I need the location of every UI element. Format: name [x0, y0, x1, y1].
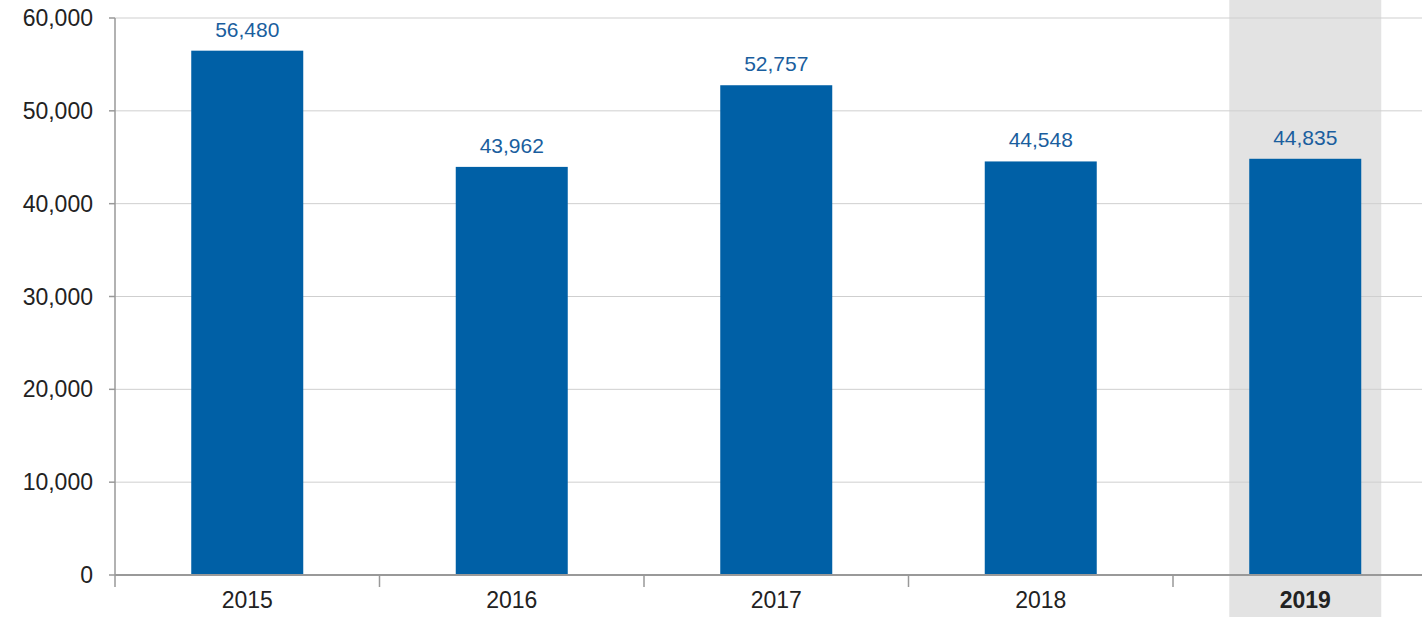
y-axis — [114, 18, 116, 575]
x-tick — [1172, 575, 1174, 587]
bars — [191, 51, 1361, 575]
x-tick-label: 2019 — [1280, 587, 1331, 613]
data-label: 52,757 — [744, 52, 808, 75]
x-tick — [908, 575, 910, 587]
bar — [456, 167, 568, 575]
x-tick-label: 2016 — [486, 587, 537, 613]
y-tick-label: 30,000 — [23, 284, 93, 310]
y-tick — [109, 574, 115, 576]
grid-line — [115, 18, 1422, 19]
y-tick — [109, 203, 115, 205]
y-tick-label: 40,000 — [23, 191, 93, 217]
y-tick — [109, 481, 115, 483]
y-tick — [109, 17, 115, 19]
y-tick-label: 20,000 — [23, 376, 93, 402]
y-tick — [109, 296, 115, 298]
bar — [191, 51, 303, 575]
y-tick-label: 50,000 — [23, 98, 93, 124]
y-tick-label: 10,000 — [23, 469, 93, 495]
data-label: 43,962 — [480, 134, 544, 157]
x-tick — [379, 575, 381, 587]
grid-line — [115, 575, 1422, 576]
x-tick — [114, 575, 116, 587]
bar — [985, 161, 1097, 575]
x-tick-label: 2018 — [1015, 587, 1066, 613]
data-label: 44,835 — [1273, 126, 1337, 149]
y-tick — [109, 110, 115, 112]
x-axis — [115, 574, 1422, 576]
data-label: 56,480 — [215, 18, 279, 41]
chart: 0 10,000 20,000 30,000 40,000 50,000 60,000 56,… — [0, 0, 1422, 617]
x-tick-label: 2017 — [751, 587, 802, 613]
bar — [1249, 159, 1361, 575]
bar — [720, 85, 832, 575]
y-tick — [109, 389, 115, 391]
x-tick — [643, 575, 645, 587]
x-tick-label: 2015 — [222, 587, 273, 613]
y-tick-label: 0 — [80, 562, 93, 588]
y-tick-label: 60,000 — [23, 5, 93, 31]
highlight-band — [1229, 0, 1381, 617]
data-label: 44,548 — [1009, 128, 1073, 151]
